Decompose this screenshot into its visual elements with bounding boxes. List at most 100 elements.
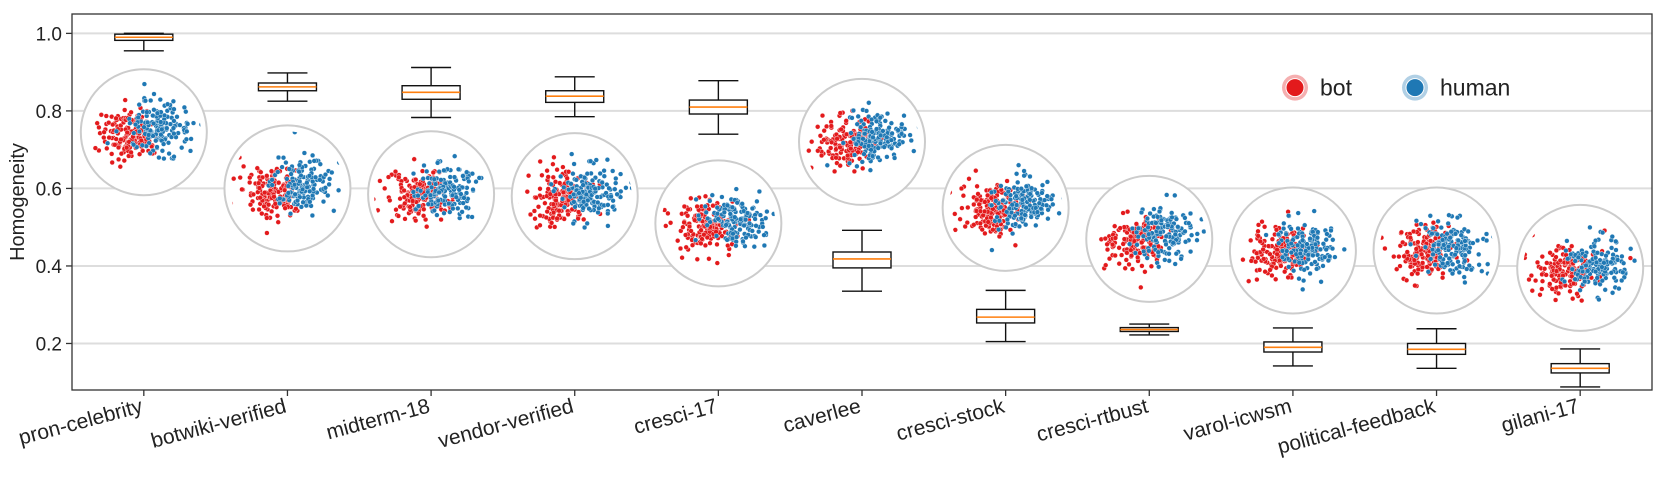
human-point: [1461, 274, 1467, 280]
human-point: [610, 198, 616, 204]
bot-point: [821, 137, 827, 143]
bot-point: [264, 215, 270, 221]
bot-point: [1274, 247, 1280, 253]
bot-point: [552, 179, 559, 185]
bot-point: [971, 222, 977, 228]
human-point: [1582, 253, 1588, 259]
human-point: [294, 198, 301, 204]
bot-point: [1248, 237, 1254, 244]
human-point: [326, 181, 332, 188]
human-point: [431, 207, 437, 214]
bot-point: [421, 206, 427, 212]
human-point: [1485, 261, 1491, 267]
bot-point: [556, 208, 562, 214]
bot-point: [401, 187, 407, 194]
bot-point: [688, 195, 694, 201]
human-point: [1034, 209, 1041, 215]
bot-point: [952, 211, 958, 217]
bot-point: [1419, 260, 1426, 266]
box-vendor-verified: [545, 76, 605, 118]
human-point: [572, 204, 578, 210]
human-point: [325, 192, 331, 199]
bot-point: [122, 97, 128, 103]
bot-point: [250, 191, 257, 198]
bot-point: [257, 195, 263, 201]
human-point: [1619, 277, 1625, 284]
human-point: [859, 159, 865, 165]
human-point: [1418, 221, 1424, 227]
bot-point: [1103, 262, 1109, 268]
human-point: [285, 190, 292, 196]
bot-point: [272, 201, 278, 207]
bot-point: [554, 215, 560, 222]
bot-point: [275, 219, 281, 225]
human-point: [709, 192, 715, 198]
human-point: [150, 112, 156, 119]
human-point: [605, 202, 611, 208]
human-point: [1327, 253, 1333, 260]
human-point: [154, 144, 160, 150]
human-point: [850, 136, 857, 142]
human-point: [1456, 269, 1462, 276]
human-point: [1280, 226, 1287, 232]
box-cresci-rtbust: [1119, 323, 1179, 336]
human-point: [587, 158, 594, 164]
human-point: [1441, 242, 1447, 248]
bot-point: [126, 153, 132, 159]
human-point: [461, 195, 467, 201]
bot-point: [402, 216, 408, 222]
human-point: [1294, 242, 1301, 248]
human-point: [1156, 264, 1162, 270]
human-point: [451, 174, 458, 180]
human-point: [848, 130, 854, 136]
human-point: [605, 210, 611, 217]
human-point: [743, 235, 749, 241]
human-point: [438, 177, 444, 183]
human-point: [1603, 275, 1609, 281]
human-point: [873, 118, 880, 124]
human-point: [1305, 256, 1311, 262]
human-point: [455, 166, 462, 172]
bot-point: [1240, 257, 1246, 263]
human-point: [895, 127, 901, 133]
box-pron-celebrity: [114, 32, 174, 52]
box-body: [832, 251, 892, 269]
bot-point: [1547, 250, 1553, 256]
human-point: [1044, 193, 1050, 199]
bot-point: [694, 256, 700, 262]
bot-point: [550, 174, 556, 180]
human-point: [275, 169, 281, 175]
human-point: [1043, 202, 1050, 208]
human-point: [723, 222, 729, 228]
human-point: [693, 196, 699, 203]
bot-point: [815, 148, 821, 154]
human-point: [1320, 241, 1327, 247]
human-point: [311, 158, 317, 164]
human-point: [447, 174, 453, 180]
bot-point: [847, 139, 853, 145]
bot-point: [1543, 272, 1549, 278]
human-point: [1146, 248, 1152, 254]
bot-point: [262, 190, 268, 196]
human-point: [911, 148, 917, 154]
human-point: [427, 192, 434, 198]
bot-point: [1547, 281, 1553, 287]
bot-point: [393, 207, 399, 213]
human-point: [1464, 266, 1470, 272]
human-point: [1592, 280, 1599, 286]
human-point: [580, 205, 586, 211]
human-point: [142, 98, 149, 104]
human-point: [583, 191, 589, 198]
human-point: [584, 220, 590, 227]
human-point: [601, 168, 607, 174]
human-point: [884, 134, 890, 140]
bot-point: [860, 165, 866, 172]
human-point: [1594, 275, 1600, 281]
human-point: [1147, 210, 1153, 217]
human-point: [420, 176, 426, 182]
bot-point: [424, 224, 430, 230]
human-point: [1012, 221, 1019, 227]
human-point: [1315, 229, 1321, 235]
bot-point: [256, 185, 263, 191]
human-point: [183, 136, 190, 142]
